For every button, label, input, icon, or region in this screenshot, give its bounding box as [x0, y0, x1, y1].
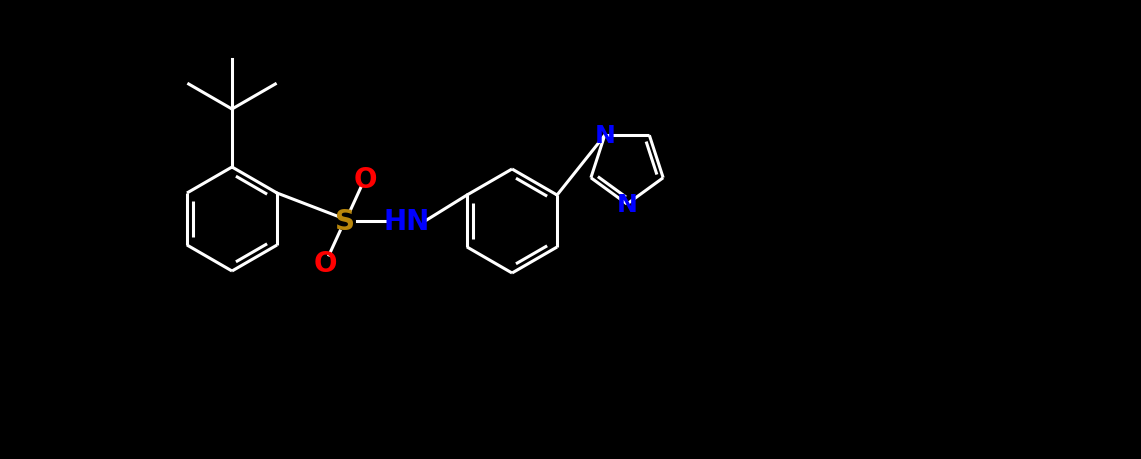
Text: N: N: [594, 124, 615, 148]
Text: HN: HN: [383, 207, 430, 235]
Text: O: O: [354, 166, 377, 194]
Text: N: N: [616, 193, 638, 217]
Text: O: O: [314, 249, 337, 277]
Text: S: S: [335, 207, 355, 235]
